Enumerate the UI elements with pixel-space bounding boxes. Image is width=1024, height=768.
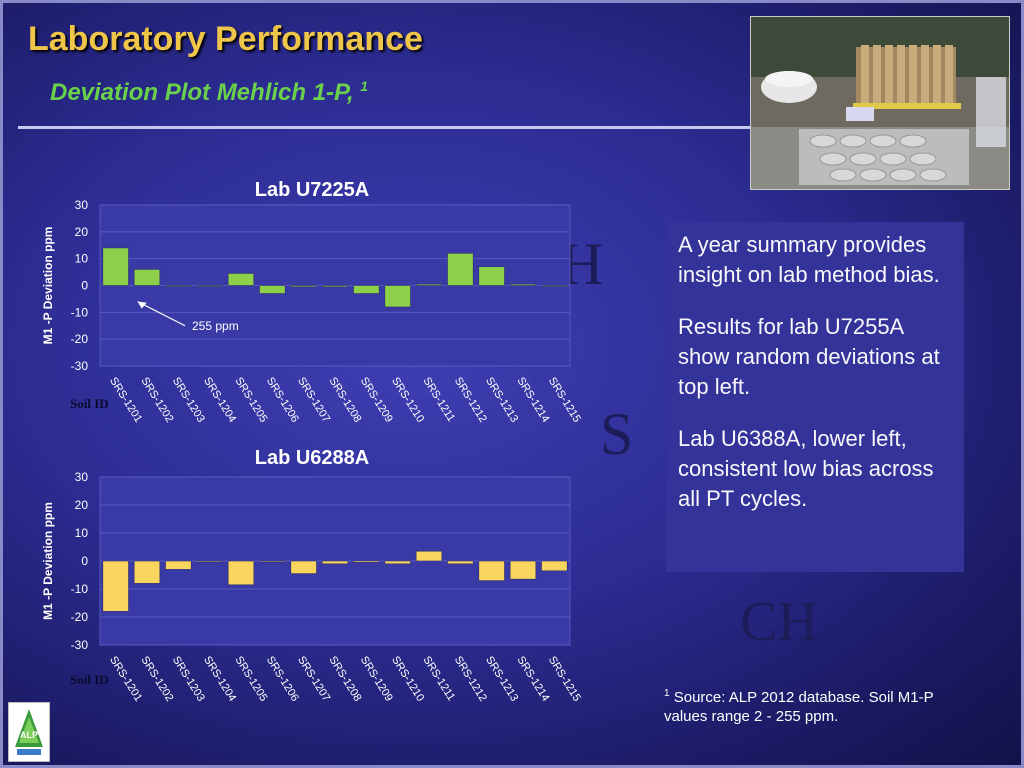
slide-title: Laboratory Performance: [28, 20, 423, 58]
slide-subtitle: Deviation Plot Mehlich 1-P, 1: [50, 78, 368, 107]
bar-srs-1207: [290, 285, 317, 288]
x-tick-label: SRS-1201: [107, 654, 144, 703]
y-tick-label: 0: [81, 554, 88, 568]
summary-box: A year summary provides insight on lab m…: [666, 222, 964, 572]
summary-paragraph: Lab U6388A, lower left, consistent low b…: [678, 426, 934, 511]
bar-srs-1206: [259, 560, 286, 563]
y-tick-label: 30: [75, 198, 89, 212]
chart-title: Lab U7225A: [255, 179, 370, 201]
bar-srs-1203: [165, 560, 192, 570]
bar-srs-1201: [102, 247, 129, 286]
y-tick-label: -30: [71, 359, 89, 373]
bg-chem-letter: CH: [740, 591, 818, 653]
bar-srs-1208: [321, 285, 349, 288]
bar-srs-1214: [509, 283, 537, 286]
bar-srs-1212: [447, 560, 474, 565]
bar-srs-1212: [447, 253, 474, 286]
bar-srs-1215: [541, 560, 568, 572]
lab-photo: [750, 16, 1010, 190]
bar-srs-1205: [227, 273, 255, 286]
bar-srs-1211: [415, 550, 443, 562]
subtitle-footnote: 1: [360, 78, 369, 94]
summary-paragraph: Results for lab U7255A show random devia…: [678, 314, 940, 399]
bar-srs-1205: [227, 560, 255, 586]
bar-srs-1204: [196, 560, 223, 563]
bar-srs-1202: [133, 269, 161, 286]
source-footnote-text: Source: ALP 2012 database. Soil M1-P val…: [664, 689, 934, 725]
y-tick-label: -10: [71, 582, 89, 596]
bar-srs-1209: [353, 560, 380, 563]
summary-paragraph: A year summary provides insight on lab m…: [678, 232, 940, 287]
y-tick-label: 10: [75, 526, 89, 540]
y-tick-label: -30: [71, 638, 89, 652]
y-tick-label: -20: [71, 332, 89, 346]
y-tick-label: -10: [71, 305, 89, 319]
x-tick-label: SRS-1201: [107, 375, 144, 424]
source-footnote-mark: 1: [664, 688, 670, 699]
bar-srs-1206: [259, 285, 286, 294]
x-axis-label: Soil ID: [70, 396, 109, 411]
chart-title: Lab U6288A: [255, 447, 370, 469]
bar-srs-1213: [478, 266, 505, 286]
alp-logo-text: ALP: [20, 730, 38, 740]
bar-srs-1210: [384, 285, 411, 308]
source-footnote: 1 Source: ALP 2012 database. Soil M1-P v…: [664, 684, 964, 726]
y-axis-label: M1 -P Deviation ppm: [41, 227, 55, 345]
annotation-arrow: [137, 301, 186, 327]
annotation-arrowhead: [137, 301, 147, 309]
bar-srs-1209: [353, 285, 380, 294]
y-tick-label: 30: [75, 470, 89, 484]
y-axis-label: M1 -P Deviation ppm: [41, 502, 55, 620]
bg-chem-letter: S: [600, 401, 634, 467]
bar-srs-1211: [415, 283, 443, 286]
subtitle-text: Deviation Plot Mehlich 1-P,: [50, 79, 361, 106]
title-divider: [18, 126, 763, 129]
bar-srs-1214: [509, 560, 537, 580]
bar-srs-1203: [165, 285, 192, 287]
bar-srs-1202: [133, 560, 161, 584]
annotation-label: 255 ppm: [192, 319, 239, 333]
y-tick-label: 10: [75, 252, 89, 266]
y-tick-label: -20: [71, 610, 89, 624]
bar-srs-1215: [541, 285, 568, 287]
y-tick-label: 20: [75, 225, 89, 239]
alp-logo-drawing: ALP: [15, 709, 43, 755]
bar-srs-1207: [290, 560, 317, 574]
y-tick-label: 0: [81, 279, 88, 293]
bar-srs-1201: [102, 560, 129, 612]
y-tick-label: 20: [75, 498, 89, 512]
bar-srs-1204: [196, 285, 223, 287]
alp-logo: ALP: [8, 702, 50, 762]
x-axis-label: Soil ID: [70, 672, 109, 687]
bar-srs-1210: [384, 560, 411, 565]
bar-srs-1208: [321, 560, 349, 565]
bar-srs-1213: [478, 560, 505, 581]
lab-photo-drawing: [751, 17, 1009, 189]
